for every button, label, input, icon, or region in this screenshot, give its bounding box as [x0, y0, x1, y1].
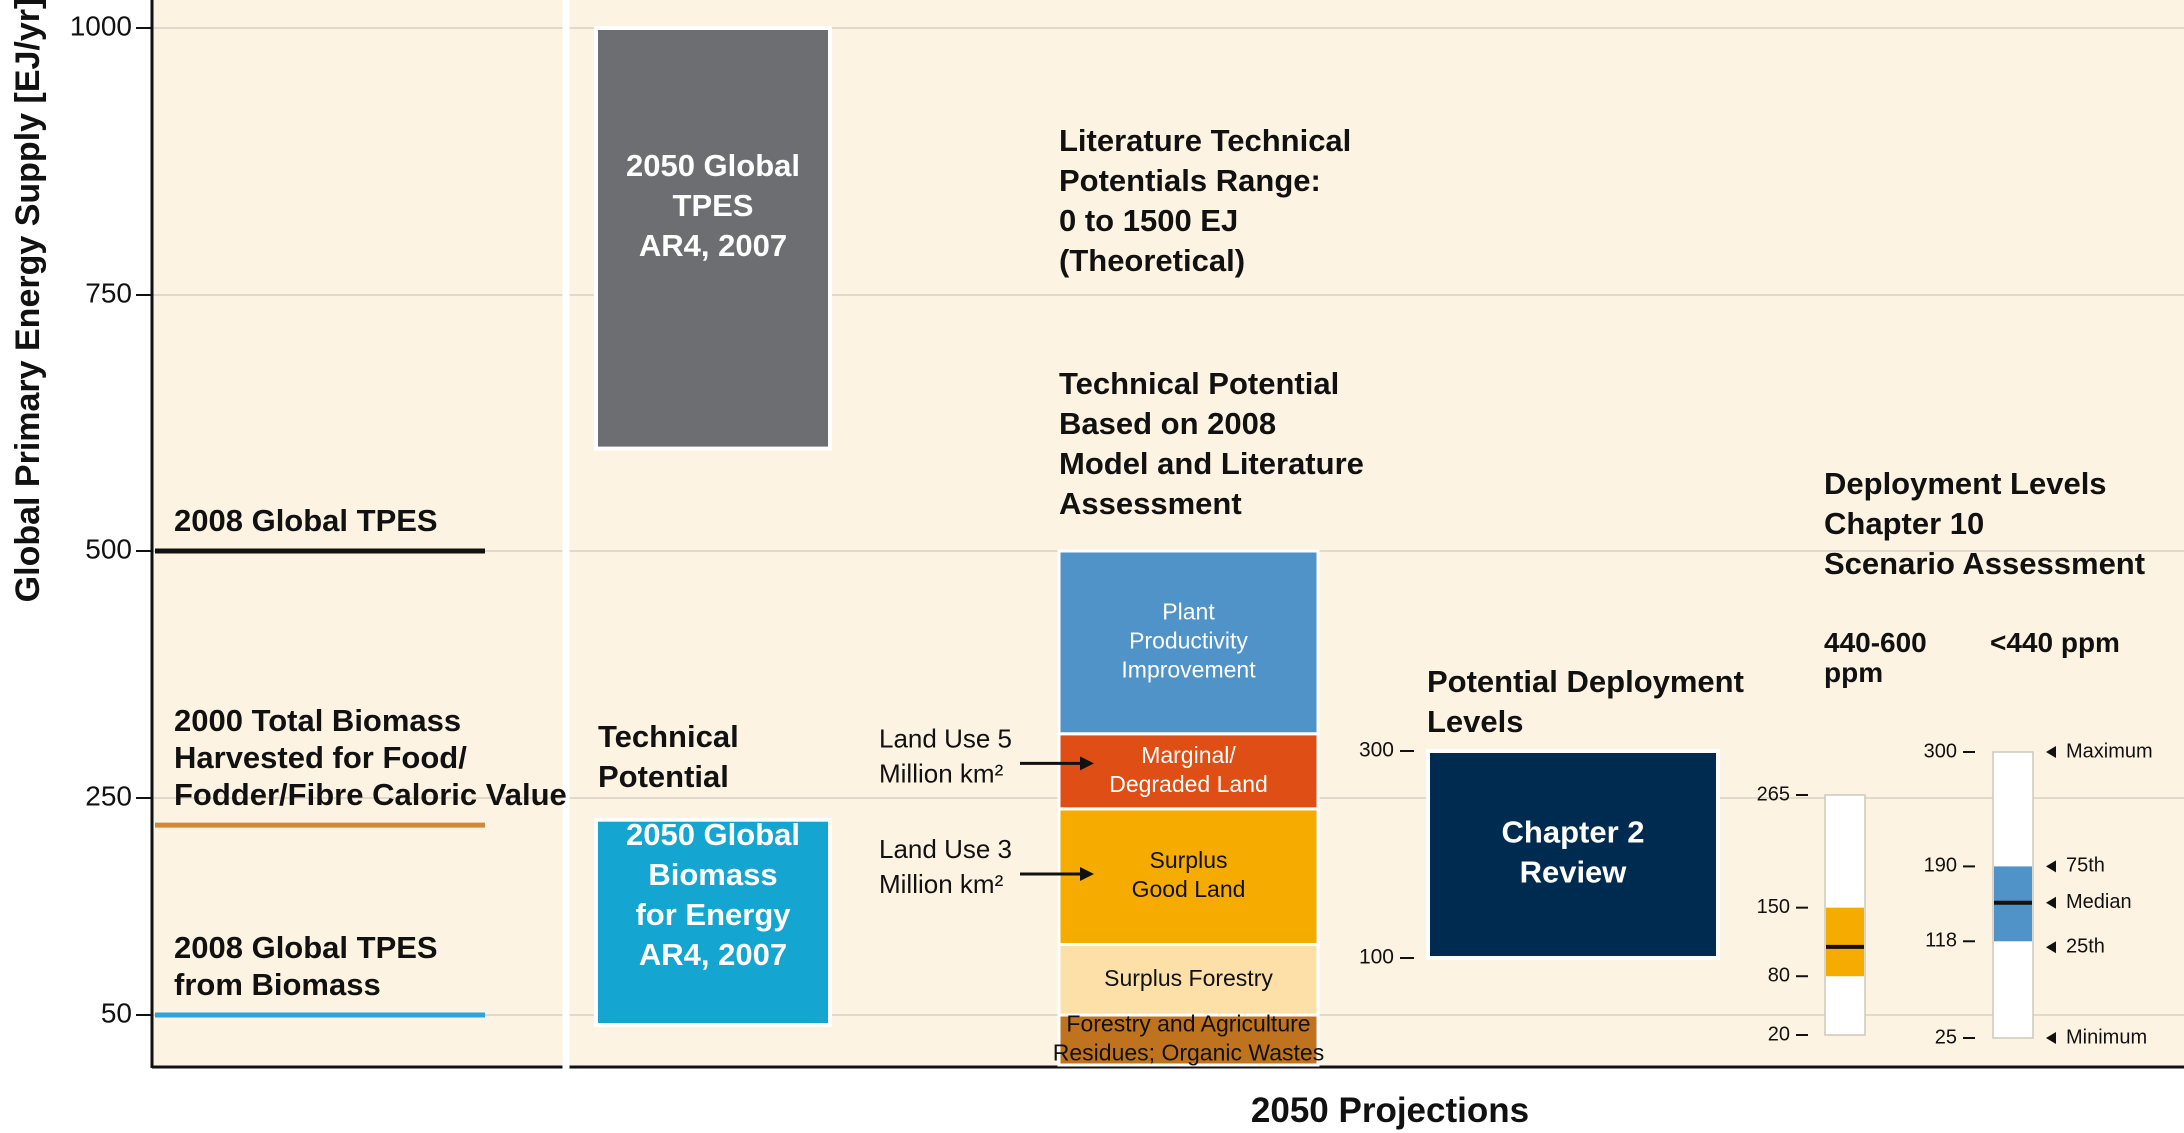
- reference-line-label: Fodder/Fibre Caloric Value: [174, 777, 567, 812]
- chapter2-review-label: Review: [1520, 855, 1628, 890]
- stat-pointer: [2046, 860, 2056, 873]
- scenario-name: 440-600: [1824, 627, 1927, 658]
- chart-texts: 1000 750 500 250 50 Global Primary Energy Sup…: [9, 0, 2153, 1130]
- ar4-bar-label: 2050 Global: [626, 148, 800, 183]
- land-use-label: Million km²: [879, 869, 1004, 899]
- ar4-bar-label: for Energy: [635, 897, 791, 932]
- y-tick-label: 750: [85, 277, 132, 308]
- deployment-title: Scenario Assessment: [1824, 546, 2145, 581]
- scenario-tick-label: 118: [1925, 930, 1957, 952]
- stack-segment: [1057, 549, 1320, 736]
- scenario-tick-label: 265: [1757, 783, 1790, 805]
- reference-line-label: from Biomass: [174, 967, 381, 1002]
- stack-segment-label: Improvement: [1121, 656, 1256, 682]
- deployment-title: Deployment Levels: [1824, 466, 2107, 501]
- chapter2-review-box: [1426, 749, 1720, 960]
- technical-potential-title: Technical: [598, 719, 739, 754]
- deployment-tick-label: 100: [1359, 946, 1394, 969]
- chart-marks: [155, 26, 2056, 1067]
- y-axis-title: Global Primary Energy Supply [EJ/yr]: [9, 0, 47, 602]
- axes: [136, 0, 2184, 1072]
- scenario-tick-label: 150: [1757, 896, 1790, 918]
- literature-range-label: (Theoretical): [1059, 243, 1245, 278]
- potential-deployment-title: Potential Deployment: [1427, 664, 1744, 699]
- reference-line-label: Harvested for Food/: [174, 740, 467, 775]
- land-use-label: Land Use 5: [879, 723, 1012, 753]
- y-tick-label: 50: [101, 997, 132, 1028]
- technical-potential-title: Potential: [598, 759, 729, 794]
- stat-label: Maximum: [2066, 740, 2153, 762]
- stat-label: 75th: [2066, 855, 2105, 877]
- stat-label: Median: [2066, 891, 2132, 913]
- stack-segment-label: Plant: [1162, 598, 1215, 624]
- chapter2-review-label: Chapter 2: [1502, 815, 1645, 850]
- y-tick-label: 1000: [70, 10, 132, 41]
- x-axis-title: 2050 Projections: [1251, 1091, 1529, 1130]
- reference-line-label: 2000 Total Biomass: [174, 703, 461, 738]
- scenario-interquartile-box: [1826, 907, 1864, 977]
- stack-segment-label: Residues; Organic Wastes: [1053, 1040, 1324, 1066]
- ar4-bar-label: AR4, 2007: [639, 937, 787, 972]
- ar4-bar-label: TPES: [673, 188, 754, 223]
- land-use-label: Land Use 3: [879, 834, 1012, 864]
- scenario-name: ppm: [1824, 657, 1883, 688]
- stack-segment-label: Surplus Forestry: [1104, 965, 1273, 991]
- literature-range-label: 0 to 1500 EJ: [1059, 203, 1238, 238]
- literature-range-label: Potentials Range:: [1059, 163, 1321, 198]
- scenario-tick-label: 20: [1768, 1023, 1790, 1045]
- ar4-bar-label: Biomass: [648, 857, 777, 892]
- stack-segment-label: Marginal/: [1141, 742, 1236, 768]
- y-tick-label: 500: [85, 533, 132, 564]
- stack-title: Assessment: [1059, 486, 1242, 521]
- reference-line-label: 2008 Global TPES: [174, 930, 438, 965]
- scenario-tick-label: 190: [1924, 855, 1957, 877]
- reference-line-label: 2008 Global TPES: [174, 503, 438, 538]
- stat-pointer: [2046, 746, 2056, 758]
- stack-title: Model and Literature: [1059, 446, 1364, 481]
- stack-segment-label: Productivity: [1129, 627, 1248, 653]
- stack-segment-label: Forestry and Agriculture: [1066, 1011, 1310, 1037]
- stat-label: Minimum: [2066, 1026, 2147, 1048]
- scenario-tick-label: 300: [1924, 740, 1957, 762]
- ar4-bar-label: 2050 Global: [626, 817, 800, 852]
- scenario-tick-label: 80: [1768, 965, 1790, 987]
- stack-segment-label: Surplus: [1150, 847, 1228, 873]
- ar4-bar: [594, 26, 832, 451]
- ar4-bar-label: AR4, 2007: [639, 228, 787, 263]
- potential-deployment-title: Levels: [1427, 704, 1524, 739]
- stack-segment: [1057, 1013, 1320, 1067]
- stack-title: Technical Potential: [1059, 366, 1339, 401]
- scenario-name: <440 ppm: [1990, 627, 2120, 658]
- y-tick-label: 250: [85, 780, 132, 811]
- scenario-tick-label: 25: [1935, 1026, 1957, 1048]
- land-use-arrowhead: [1080, 756, 1094, 771]
- stat-label: 25th: [2066, 936, 2105, 958]
- stat-pointer: [2046, 1032, 2056, 1044]
- stack-segment: [1057, 942, 1320, 1017]
- deployment-title: Chapter 10: [1824, 506, 1984, 541]
- stack-segment-label: Good Land: [1132, 876, 1246, 902]
- ar4-bar: [594, 817, 832, 1028]
- land-use-arrowhead: [1080, 866, 1094, 881]
- stack-segment-label: Degraded Land: [1109, 771, 1268, 797]
- stack-title: Based on 2008: [1059, 406, 1276, 441]
- stat-pointer: [2046, 896, 2056, 909]
- land-use-label: Million km²: [879, 758, 1004, 788]
- stack-segment: [1057, 807, 1320, 946]
- deployment-tick-label: 300: [1359, 739, 1394, 762]
- stat-pointer: [2046, 941, 2056, 954]
- literature-range-label: Literature Technical: [1059, 123, 1351, 158]
